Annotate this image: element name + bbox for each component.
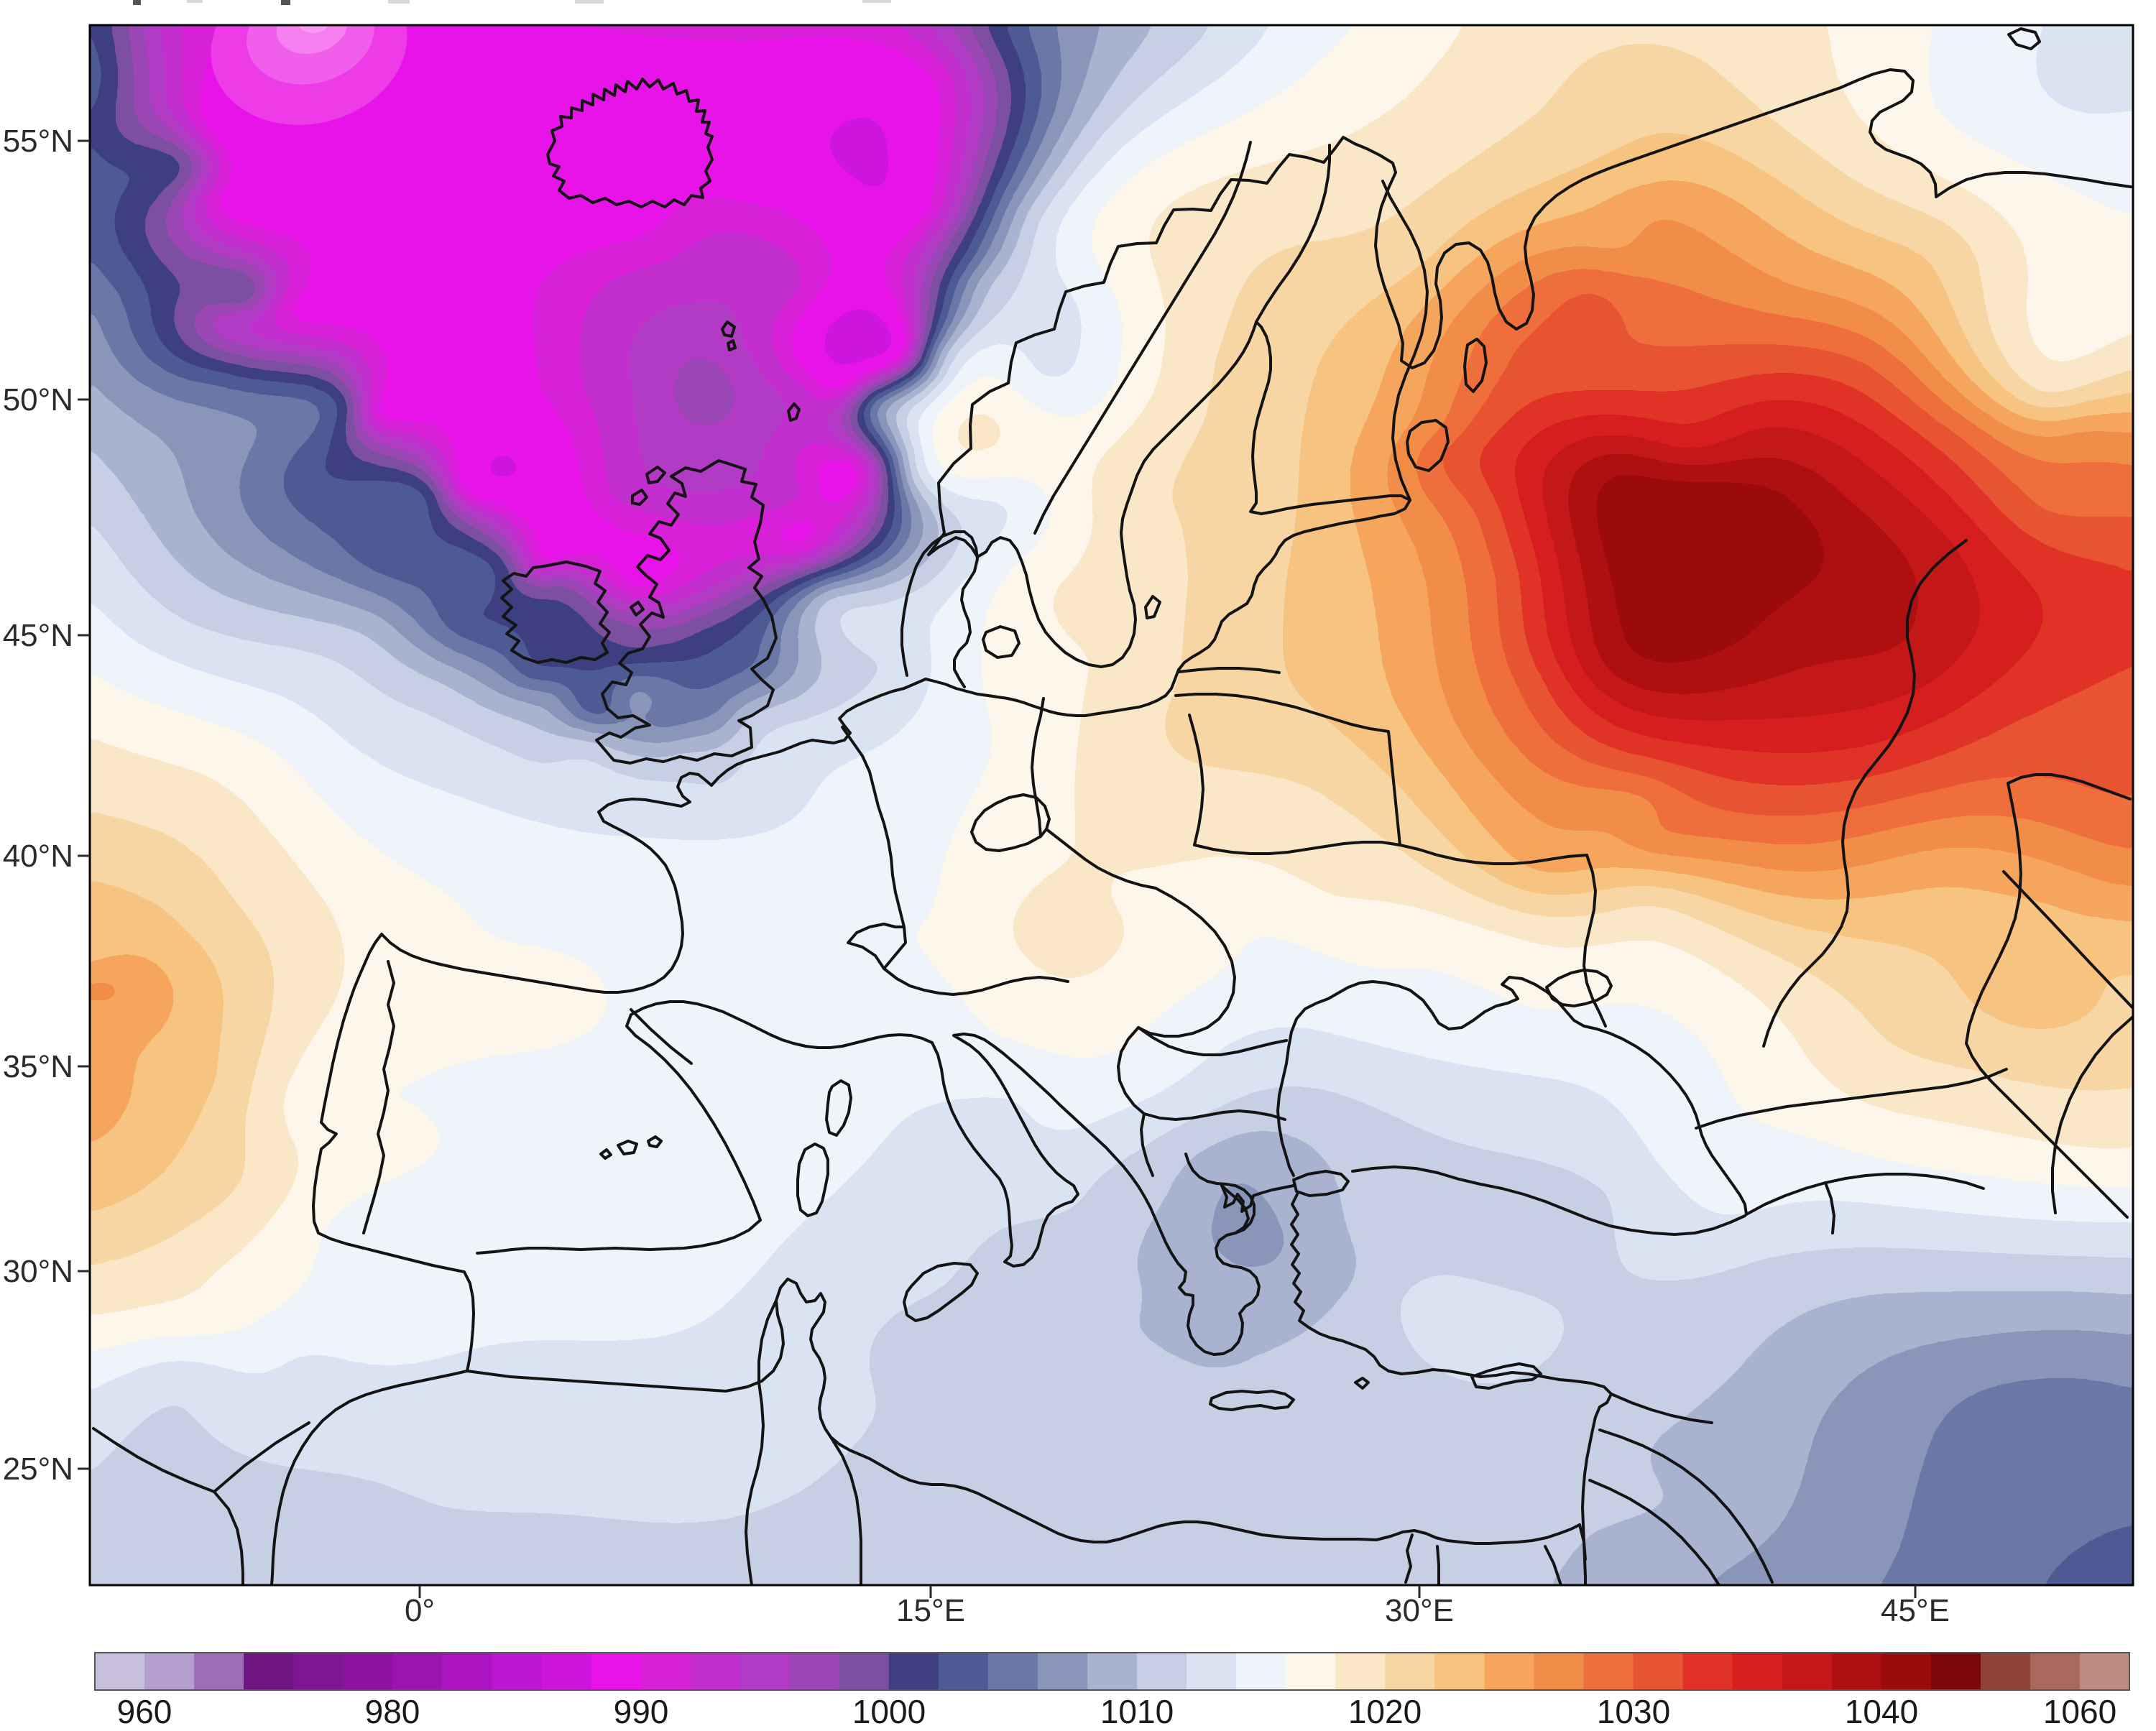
svg-text:980: 980 — [365, 1693, 420, 1727]
svg-text:1000: 1000 — [852, 1693, 926, 1727]
svg-text:35°N: 35°N — [3, 1049, 73, 1084]
svg-text:40°N: 40°N — [3, 839, 73, 874]
svg-text:1060: 1060 — [2043, 1693, 2116, 1727]
svg-text:1040: 1040 — [1845, 1693, 1918, 1727]
svg-text:0°: 0° — [405, 1593, 435, 1628]
svg-text:1030: 1030 — [1597, 1693, 1670, 1727]
svg-text:960: 960 — [117, 1693, 172, 1727]
svg-text:30°E: 30°E — [1385, 1593, 1454, 1628]
svg-text:30°N: 30°N — [3, 1254, 73, 1289]
svg-text:1010: 1010 — [1100, 1693, 1174, 1727]
svg-text:55°N: 55°N — [3, 124, 73, 159]
svg-text:990: 990 — [614, 1693, 669, 1727]
svg-text:25°N: 25°N — [3, 1451, 73, 1487]
svg-text:50°N: 50°N — [3, 382, 73, 417]
svg-text:45°N: 45°N — [3, 618, 73, 653]
svg-text:45°E: 45°E — [1881, 1593, 1950, 1628]
svg-text:1020: 1020 — [1348, 1693, 1422, 1727]
svg-text:15°E: 15°E — [896, 1593, 965, 1628]
